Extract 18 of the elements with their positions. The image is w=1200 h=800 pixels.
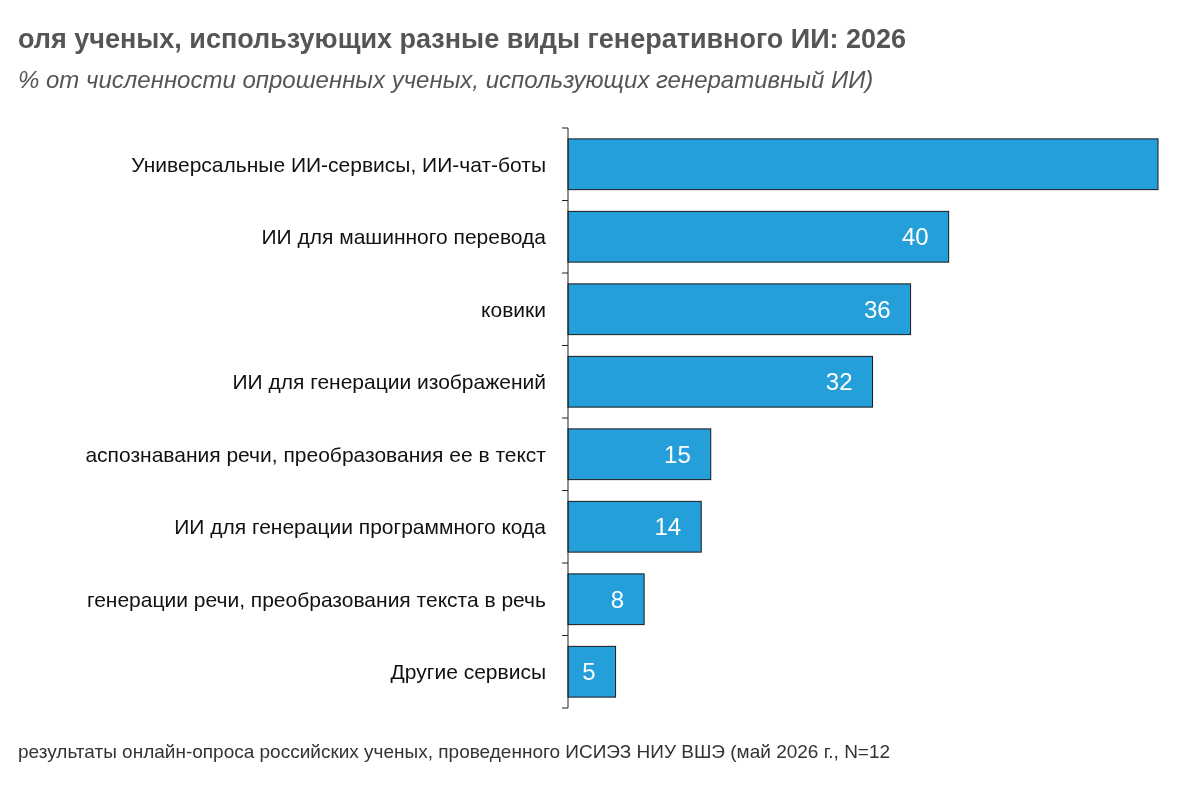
data-label: 36 xyxy=(863,295,891,323)
data-label: 8 xyxy=(610,585,625,613)
y-tick-label: ИИ для генерации программного кода xyxy=(174,515,547,539)
y-tick-label: Другие сервисы xyxy=(390,660,546,684)
data-label: 40 xyxy=(901,223,929,251)
text: результаты онлайн-опроса российских ученых, проведенного ИСИЭЗ НИУ ВШЭ (май 2026 г., N=12 xyxy=(18,741,891,762)
y-tick-label: ИИ для машинного перевода xyxy=(261,225,547,249)
data-label: 14 xyxy=(654,513,682,541)
chart-subtitle: % от численности опрошенных ученых, использующих генеративный ИИ) xyxy=(18,66,874,93)
data-label: 5 xyxy=(582,658,596,686)
y-tick-label: ковики xyxy=(481,297,546,321)
chart-title: оля ученых, использующих разные виды генеративного ИИ: 2026 xyxy=(18,24,907,54)
y-tick-label: ИИ для генерации изображений xyxy=(232,370,546,394)
data-label: 15 xyxy=(664,440,691,468)
data-label: 32 xyxy=(825,368,853,396)
y-tick-label: генерации речи, преобразования текста в речь xyxy=(86,587,547,611)
y-tick-label: Универсальные ИИ-сервисы, ИИ-чат-боты xyxy=(131,152,546,176)
y-tick-label: аспознавания речи, преобразования ее в текст xyxy=(85,442,547,466)
